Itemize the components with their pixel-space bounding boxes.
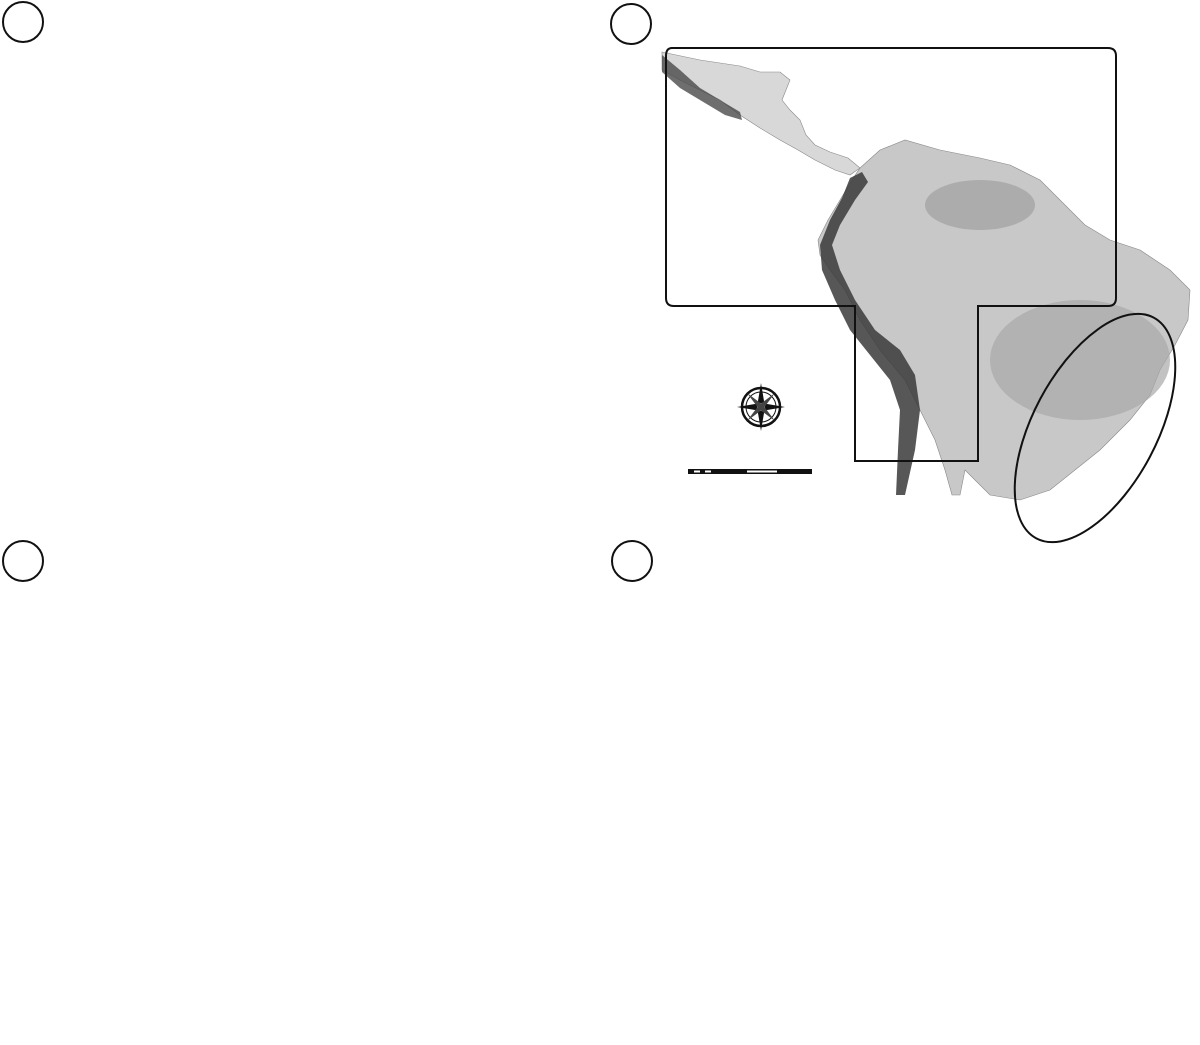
compass-rose-icon xyxy=(737,383,785,431)
mexico-mountains xyxy=(662,55,742,120)
panel-letter-d xyxy=(611,540,653,582)
panel-letter-b xyxy=(610,3,652,45)
panel-letter-a xyxy=(2,1,44,43)
groups23-region-outline xyxy=(1013,312,1177,544)
guiana-highlands xyxy=(925,180,1035,230)
andes-mountains xyxy=(820,172,920,495)
group1-region-outline xyxy=(665,47,1117,462)
brazil-highlands xyxy=(990,300,1170,420)
scale-bar xyxy=(688,469,812,474)
sites-location-map xyxy=(661,47,1191,544)
central-america-land xyxy=(661,51,861,176)
panel-letter-c xyxy=(2,540,44,582)
